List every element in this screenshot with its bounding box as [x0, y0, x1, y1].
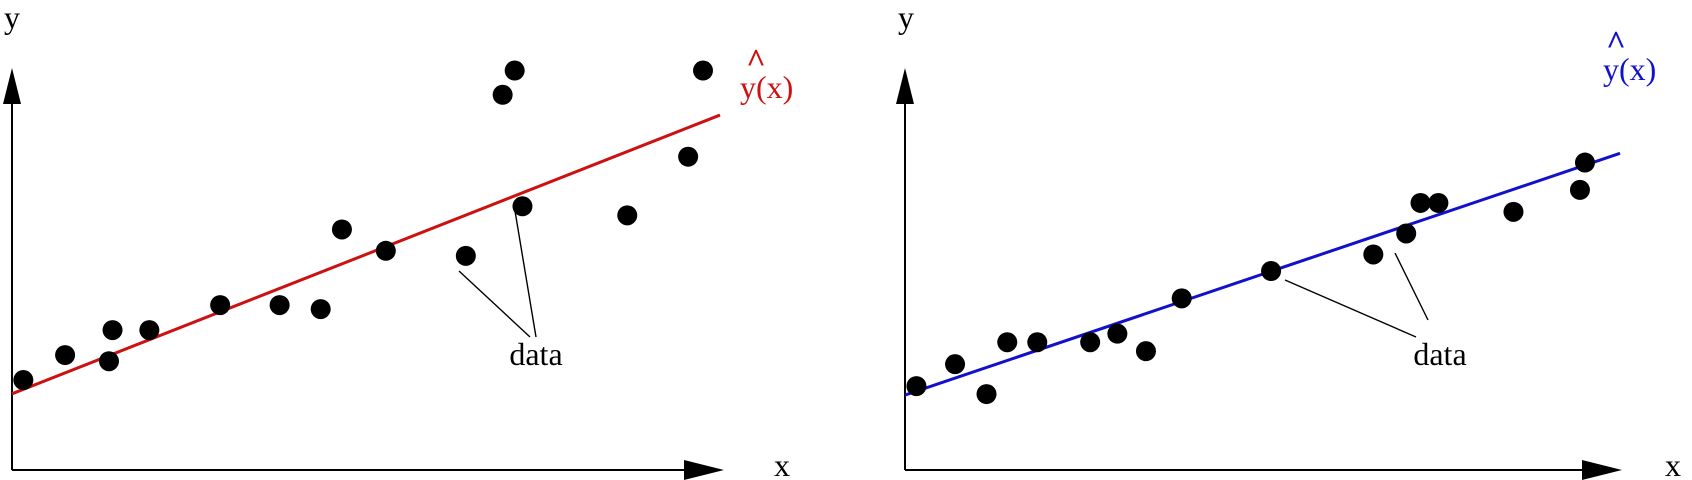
callout-line	[458, 270, 531, 338]
data-point	[1574, 152, 1595, 173]
data-point	[55, 345, 76, 366]
fit-hat: ^	[746, 43, 766, 80]
panel-right: y x ^ y(x) data	[896, 0, 1681, 480]
callout-label: data	[1413, 336, 1466, 372]
data-point	[693, 60, 714, 81]
data-points	[906, 152, 1595, 405]
data-point	[1080, 332, 1101, 353]
data-point	[269, 295, 290, 316]
data-point	[331, 219, 352, 240]
data-point	[512, 196, 533, 217]
x-axis-arrow	[684, 460, 724, 480]
data-point	[1410, 192, 1431, 213]
data-point	[997, 332, 1018, 353]
fit-label: y(x)	[1603, 51, 1656, 87]
callout-label: data	[509, 336, 562, 372]
data-points	[13, 60, 714, 391]
data-point	[98, 351, 119, 372]
data-point	[1503, 201, 1524, 222]
fit-label: y(x)	[740, 69, 793, 105]
data-point	[375, 240, 396, 261]
y-axis-label: y	[898, 0, 914, 35]
data-point	[139, 320, 160, 341]
data-point	[1363, 244, 1384, 265]
data-point	[1107, 323, 1128, 344]
data-point	[13, 370, 34, 391]
y-axis-label: y	[4, 0, 20, 35]
callout-line	[1284, 279, 1417, 338]
data-point	[310, 299, 331, 320]
data-point	[102, 320, 123, 341]
data-point	[617, 205, 638, 226]
fit-line	[11, 113, 721, 396]
callout-line	[513, 204, 537, 338]
data-point	[1027, 332, 1048, 353]
data-point	[1396, 223, 1417, 244]
data-point	[1428, 192, 1449, 213]
data-point	[906, 376, 927, 397]
callout-line	[1394, 252, 1429, 321]
fit-hat: ^	[1606, 25, 1626, 62]
data-point	[945, 354, 966, 375]
data-point	[455, 245, 476, 266]
data-point	[678, 146, 699, 167]
x-axis-label: x	[1665, 447, 1681, 480]
data-point	[1171, 288, 1192, 309]
data-point	[1569, 179, 1590, 200]
data-point	[976, 384, 997, 405]
y-axis-arrow	[3, 68, 21, 104]
data-point	[210, 295, 231, 316]
data-point	[1261, 261, 1282, 281]
data-point	[504, 60, 525, 81]
panel-left: y x ^ y(x) data	[3, 0, 793, 480]
x-axis-arrow	[1582, 460, 1622, 480]
data-point	[492, 84, 513, 105]
y-axis-arrow	[896, 68, 914, 104]
data-point	[1135, 341, 1156, 362]
x-axis-label: x	[774, 447, 790, 480]
